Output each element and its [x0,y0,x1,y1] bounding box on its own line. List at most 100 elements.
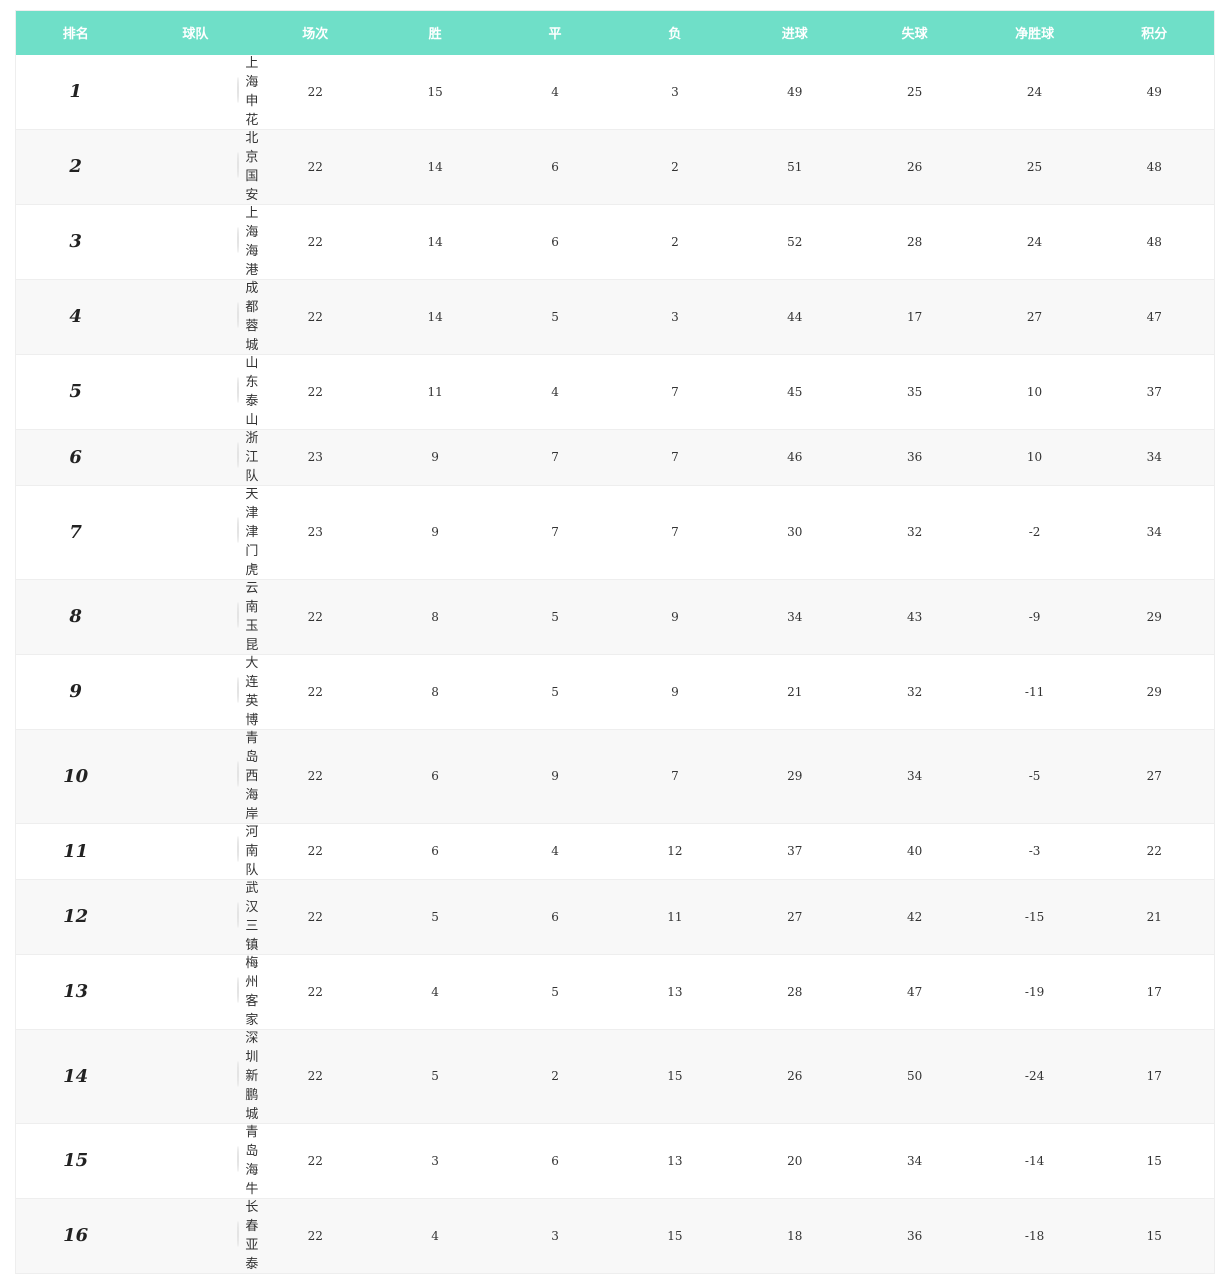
stat-w: 14 [427,159,443,174]
table-row[interactable]: 7 天津津门虎 23 9 7 7 30 32 -2 34 [15,485,1215,579]
stat-d: 4 [551,384,559,399]
stat-l: 3 [671,309,679,324]
team-name[interactable]: 梅州客家 [245,955,259,1028]
stat-pts: 37 [1146,384,1162,399]
stat-p: 22 [307,609,323,624]
stat-ga: 50 [907,1069,923,1083]
team-name[interactable]: 河南队 [245,824,259,878]
stat-gf: 37 [787,844,803,858]
stat-p: 22 [307,309,323,324]
team-cell: 天津津门虎 [135,485,259,579]
stat-gd: -14 [1024,1153,1045,1168]
stat-l: 2 [671,234,679,249]
table-row[interactable]: 16 长春亚泰 22 4 3 15 18 36 -18 15 [15,1198,1215,1273]
stat-p: 22 [307,684,323,699]
stat-ga: 43 [907,609,923,624]
stat-gd: 27 [1026,309,1043,324]
team-name[interactable]: 大连英博 [245,655,259,728]
table-row[interactable]: 11 河南队 22 6 4 12 37 40 -3 22 [15,823,1215,879]
team-name[interactable]: 青岛海牛 [245,1124,259,1197]
team-logo-icon [237,601,240,628]
stat-gf: 18 [787,1228,803,1243]
table-row[interactable]: 2 北京国安 22 14 6 2 51 26 25 48 [15,129,1215,204]
stat-ga: 42 [907,909,923,924]
rank: 8 [69,606,82,627]
team-logo-icon [237,301,240,328]
column-header: 排名 [62,27,89,43]
stat-gd: -2 [1028,525,1041,539]
stat-gf: 46 [787,450,803,464]
stat-p: 22 [307,909,323,924]
stat-l: 9 [671,684,679,699]
table-row[interactable]: 15 青岛海牛 22 3 6 13 20 34 -14 15 [15,1123,1215,1198]
team-name[interactable]: 青岛西海岸 [245,730,259,822]
stat-w: 9 [431,525,439,539]
stat-ga: 32 [907,525,923,539]
table-row[interactable]: 6 浙江队 23 9 7 7 46 36 10 34 [15,429,1215,485]
table-row[interactable]: 1 上海申花 22 15 4 3 49 25 24 49 [15,55,1215,129]
column-header: 球队 [182,27,209,43]
team-name[interactable]: 上海申花 [245,55,259,128]
team-logo-icon [237,76,240,103]
team-name[interactable]: 武汉三镇 [245,880,259,953]
team-name[interactable]: 长春亚泰 [245,1199,259,1272]
stat-d: 4 [551,844,559,858]
team-cell: 大连英博 [135,654,259,729]
table-row[interactable]: 5 山东泰山 22 11 4 7 45 35 10 37 [15,354,1215,429]
stat-l: 7 [671,384,679,399]
team-logo-icon [237,1145,240,1172]
stat-d: 5 [551,309,559,324]
team-name[interactable]: 深圳新鹏城 [245,1030,259,1122]
team-name[interactable]: 成都蓉城 [245,280,259,353]
team-name[interactable]: 云南玉昆 [245,580,259,653]
column-header: 场次 [302,27,329,43]
stat-w: 5 [431,909,439,924]
team-name[interactable]: 山东泰山 [245,355,259,428]
table-row[interactable]: 9 大连英博 22 8 5 9 21 32 -11 29 [15,654,1215,729]
team-name[interactable]: 上海海港 [245,205,259,278]
stat-gd: -18 [1024,1228,1045,1243]
stat-pts: 15 [1146,1153,1162,1168]
rank: 3 [69,231,82,252]
stat-w: 8 [431,609,439,624]
team-name[interactable]: 北京国安 [245,130,259,203]
team-logo-icon [237,517,240,543]
table-row[interactable]: 10 青岛西海岸 22 6 9 7 29 34 -5 27 [15,729,1215,823]
stat-ga: 17 [907,309,923,324]
stat-gd: 25 [1026,159,1043,174]
stat-pts: 17 [1146,984,1162,999]
stat-gd: -19 [1024,984,1045,999]
stat-gf: 21 [787,684,803,699]
table-row[interactable]: 14 深圳新鹏城 22 5 2 15 26 50 -24 17 [15,1029,1215,1123]
stat-gf: 20 [787,1153,803,1168]
stat-gf: 44 [787,309,803,324]
team-name[interactable]: 浙江队 [245,430,259,484]
stat-pts: 47 [1146,309,1162,324]
stat-ga: 40 [907,844,923,858]
stat-d: 5 [551,609,559,624]
table-row[interactable]: 8 云南玉昆 22 8 5 9 34 43 -9 29 [15,579,1215,654]
stat-w: 11 [427,384,443,399]
stat-d: 5 [551,684,559,699]
team-logo-icon [237,1061,240,1087]
team-name[interactable]: 天津津门虎 [245,486,259,578]
stat-gf: 28 [787,984,803,999]
table-row[interactable]: 3 上海海港 22 14 6 2 52 28 24 48 [15,204,1215,279]
team-logo-icon [237,676,240,703]
team-logo-icon [237,761,240,787]
rank: 6 [69,446,82,468]
table-row[interactable]: 4 成都蓉城 22 14 5 3 44 17 27 47 [15,279,1215,354]
standings-table: 排名 球队 场次胜平负进球 失球 净胜球 积分 1 上海申花 22 15 4 3 49 25 24 49 2 北… [15,10,1215,1274]
stat-p: 23 [307,525,323,539]
stat-p: 22 [307,1228,323,1243]
stat-pts: 34 [1146,525,1162,539]
table-row[interactable]: 12 武汉三镇 22 5 6 11 27 42 -15 21 [15,879,1215,954]
rank: 11 [63,840,89,862]
stat-p: 22 [307,984,323,999]
table-row[interactable]: 13 梅州客家 22 4 5 13 28 47 -19 17 [15,954,1215,1029]
table-header: 排名 球队 场次 胜 平 负 进球 失球 净胜球 积分 [15,10,1215,55]
stat-d: 5 [551,984,559,999]
stat-gd: 24 [1026,84,1043,99]
stat-l: 12 [667,844,683,858]
stat-pts: 21 [1146,909,1162,924]
